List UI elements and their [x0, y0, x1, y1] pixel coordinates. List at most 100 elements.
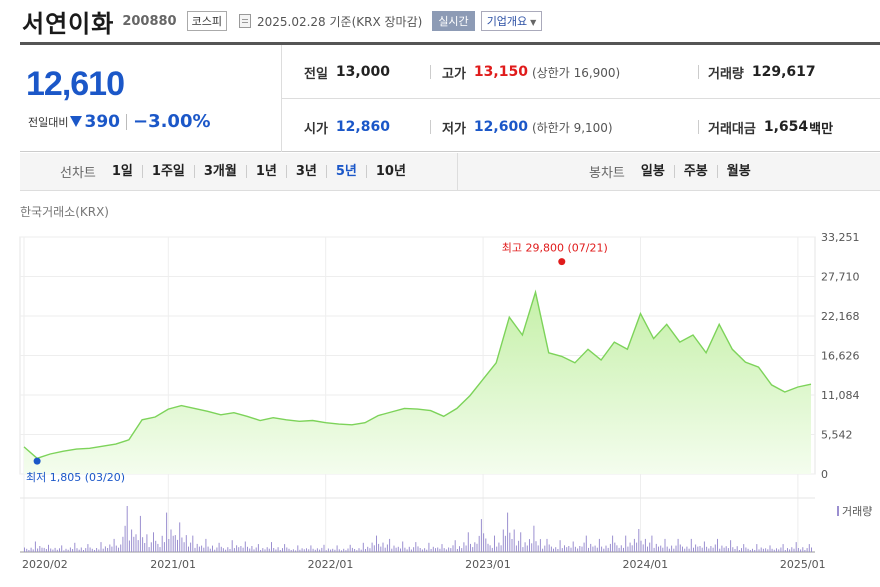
company-overview-label: 기업개요 — [486, 15, 528, 28]
price-chart-svg[interactable]: 33,251 27,710 22,168 16,626 11,084 5,542 0 2020… — [0, 195, 880, 587]
volume-bar — [758, 549, 760, 552]
stock-name: 서연이화 — [22, 9, 115, 38]
stat-unit: 백만 — [809, 121, 834, 137]
volume-bar — [520, 532, 522, 552]
volume-bar — [743, 544, 745, 552]
volume-bar — [98, 549, 100, 552]
volume-bar — [765, 548, 767, 552]
volume-bar — [150, 542, 152, 552]
volume-bar — [148, 547, 150, 552]
company-overview-button[interactable]: 기업개요 ▼ — [480, 11, 543, 31]
volume-bar — [485, 538, 487, 552]
volume-bar — [478, 535, 480, 552]
volume-bar — [163, 542, 165, 552]
volume-bar — [354, 549, 356, 552]
price-area: 12,610 전일대비 390 −3.00% — [20, 45, 282, 152]
candle-tab[interactable]: 일봉 — [640, 164, 665, 179]
volume-bar — [94, 550, 95, 552]
volume-bar — [773, 549, 775, 552]
volume-bar — [570, 547, 572, 552]
stat-volume: 거래량 129,617 — [708, 62, 816, 82]
period-tab[interactable]: 3개월 — [193, 165, 246, 178]
period-bar: 선차트 1일 1주일 3개월 1년 3년 5년 10년 봉차트 일봉 주봉 월봉 — [20, 153, 880, 191]
x-tick-label: 2021/01 — [150, 558, 196, 571]
volume-bar — [316, 548, 318, 552]
volume-bar — [157, 543, 159, 552]
volume-bar — [212, 545, 213, 552]
volume-bar — [365, 549, 366, 552]
candle-chart-title: 봉차트 — [589, 166, 625, 181]
volume-bar — [408, 546, 410, 552]
volume-bar — [780, 547, 782, 552]
volume-bar — [201, 545, 203, 552]
volume-bar — [483, 533, 485, 552]
volume-bar — [487, 543, 489, 552]
candle-tab[interactable]: 주봉 — [673, 165, 717, 178]
volume-bar — [67, 549, 69, 552]
volume-bar — [358, 548, 360, 552]
volume-bar — [623, 547, 624, 552]
volume-bar — [800, 549, 802, 552]
volume-bar — [236, 545, 238, 552]
volume-bar — [126, 506, 128, 552]
volume-bar — [205, 538, 207, 552]
volume-bar — [430, 549, 432, 552]
period-tab[interactable]: 1주일 — [141, 165, 194, 178]
volume-bar — [585, 535, 587, 552]
period-tab[interactable]: 10년 — [365, 165, 415, 178]
volume-bar — [738, 550, 740, 552]
volume-bar — [537, 545, 539, 552]
volume-bar — [452, 545, 454, 552]
volume-bar — [557, 549, 559, 552]
volume-bar — [448, 547, 450, 552]
volume-bar — [144, 543, 146, 552]
volume-bar — [172, 535, 174, 552]
volume-bar — [384, 547, 386, 552]
y-tick-label: 5,542 — [821, 429, 853, 442]
period-tab[interactable]: 5년 — [325, 165, 366, 178]
volume-bar — [198, 546, 200, 552]
volume-bar — [435, 548, 436, 552]
volume-bar — [299, 549, 301, 552]
period-tab[interactable]: 1일 — [111, 164, 133, 179]
volume-bar — [518, 540, 520, 552]
period-tab[interactable]: 3년 — [285, 165, 326, 178]
volume-bar — [655, 543, 657, 552]
volume-bar — [386, 544, 388, 552]
volume-bar — [808, 544, 810, 552]
stat-label: 저가 — [442, 121, 466, 137]
volume-bar — [684, 548, 686, 552]
volume-bar — [417, 546, 419, 552]
volume-bar — [664, 538, 666, 552]
high-marker — [558, 258, 566, 266]
volume-bar — [72, 549, 74, 552]
volume-bar — [550, 546, 552, 552]
volume-bar — [56, 549, 58, 552]
stat-value: 12,600 — [473, 119, 528, 135]
volume-bar — [767, 549, 769, 552]
period-tab[interactable]: 1년 — [245, 165, 286, 178]
volume-bar — [504, 535, 506, 552]
volume-bar — [327, 548, 329, 552]
volume-bar — [787, 548, 788, 552]
volume-bar — [142, 537, 144, 552]
volume-bar — [43, 547, 45, 552]
volume-bar — [321, 547, 323, 552]
volume-bar — [419, 548, 421, 552]
volume-bar — [507, 512, 509, 552]
volume-bar — [426, 549, 428, 552]
volume-bar — [242, 547, 244, 552]
volume-bar — [122, 536, 124, 552]
volume-bar — [52, 549, 54, 552]
volume-bar — [605, 545, 607, 552]
volume-bar — [113, 538, 115, 552]
volume-bar — [660, 545, 662, 552]
volume-bar — [32, 549, 34, 552]
volume-bar — [714, 544, 716, 552]
volume-bar — [190, 542, 192, 552]
volume-bar — [271, 542, 272, 552]
realtime-button[interactable]: 실시간 — [432, 11, 475, 31]
stat-prev: 전일 13,000 — [304, 62, 390, 82]
candle-tab[interactable]: 월봉 — [716, 165, 760, 178]
volume-bar — [395, 547, 397, 552]
